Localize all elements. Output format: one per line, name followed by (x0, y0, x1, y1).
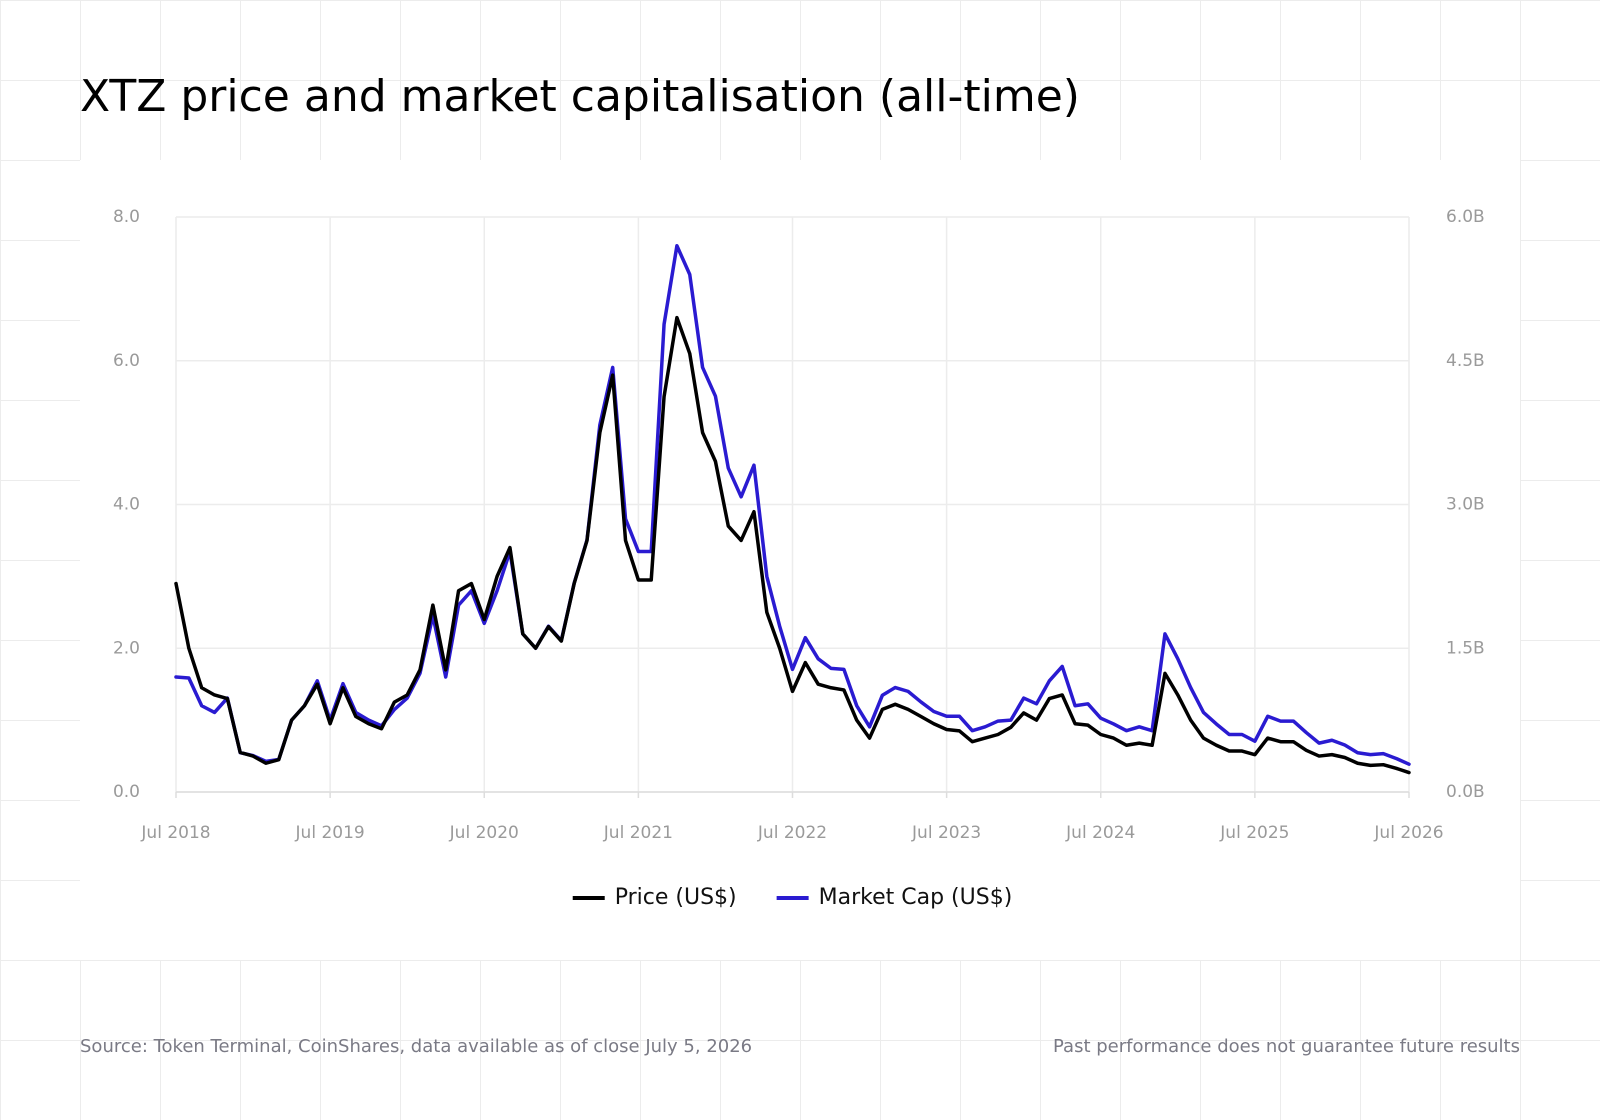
x-tick-label: Jul 2023 (911, 823, 981, 843)
x-tick-label: Jul 2026 (1373, 823, 1443, 843)
source-note: Source: Token Terminal, CoinShares, data… (80, 1036, 752, 1057)
disclaimer: Past performance does not guarantee futu… (1053, 1036, 1520, 1057)
y2-tick-label: 3.0B (1446, 495, 1485, 515)
data-line (174, 315, 1411, 775)
legend-label: Price (US$) (615, 885, 737, 910)
y2-tick-label: 0.0B (1446, 782, 1485, 802)
y2-tick-label: 6.0B (1446, 207, 1485, 227)
y-tick-label: 8.0 (113, 207, 140, 227)
y-tick-label: 4.0 (113, 495, 140, 515)
y-tick-label: 2.0 (113, 638, 140, 658)
legend-label: Market Cap (US$) (819, 885, 1013, 910)
x-tick-label: Jul 2021 (603, 823, 673, 843)
x-tick-label: Jul 2019 (295, 823, 365, 843)
chart-panel (80, 160, 1520, 960)
chart-title: XTZ price and market capitalisation (all… (80, 71, 1080, 122)
x-tick-label: Jul 2020 (449, 823, 519, 843)
y2-tick-label: 4.5B (1446, 351, 1485, 371)
x-tick-label: Jul 2022 (757, 823, 827, 843)
x-tick-label: Jul 2018 (140, 823, 210, 843)
y-tick-label: 6.0 (113, 351, 140, 371)
y2-tick-label: 1.5B (1446, 638, 1485, 658)
x-tick-label: Jul 2025 (1219, 823, 1289, 843)
y-tick-label: 0.0 (113, 782, 140, 802)
x-tick-label: Jul 2024 (1065, 823, 1135, 843)
